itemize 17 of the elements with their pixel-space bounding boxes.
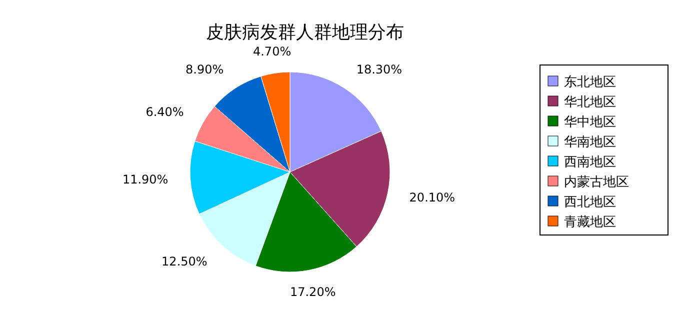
data-label: 4.70% — [252, 44, 292, 58]
legend-label: 青藏地区 — [564, 215, 616, 230]
chart-title: 皮肤病发群人群地理分布 — [206, 22, 404, 43]
legend-label: 东北地区 — [564, 75, 616, 90]
legend-label: 内蒙古地区 — [564, 175, 629, 190]
legend-label: 华南地区 — [564, 135, 616, 150]
data-label: 8.90% — [186, 62, 224, 77]
data-label: 20.10% — [409, 190, 456, 204]
data-label: 11.90% — [122, 172, 168, 186]
legend-label: 西北地区 — [564, 195, 616, 210]
legend-label: 西南地区 — [564, 155, 616, 170]
legend-label: 华北地区 — [564, 95, 616, 110]
data-label: 18.30% — [356, 62, 402, 77]
data-label: 12.50% — [162, 254, 208, 269]
legend-label: 华中地区 — [564, 115, 616, 130]
data-label: 6.40% — [146, 104, 184, 119]
data-label: 17.20% — [290, 284, 336, 299]
